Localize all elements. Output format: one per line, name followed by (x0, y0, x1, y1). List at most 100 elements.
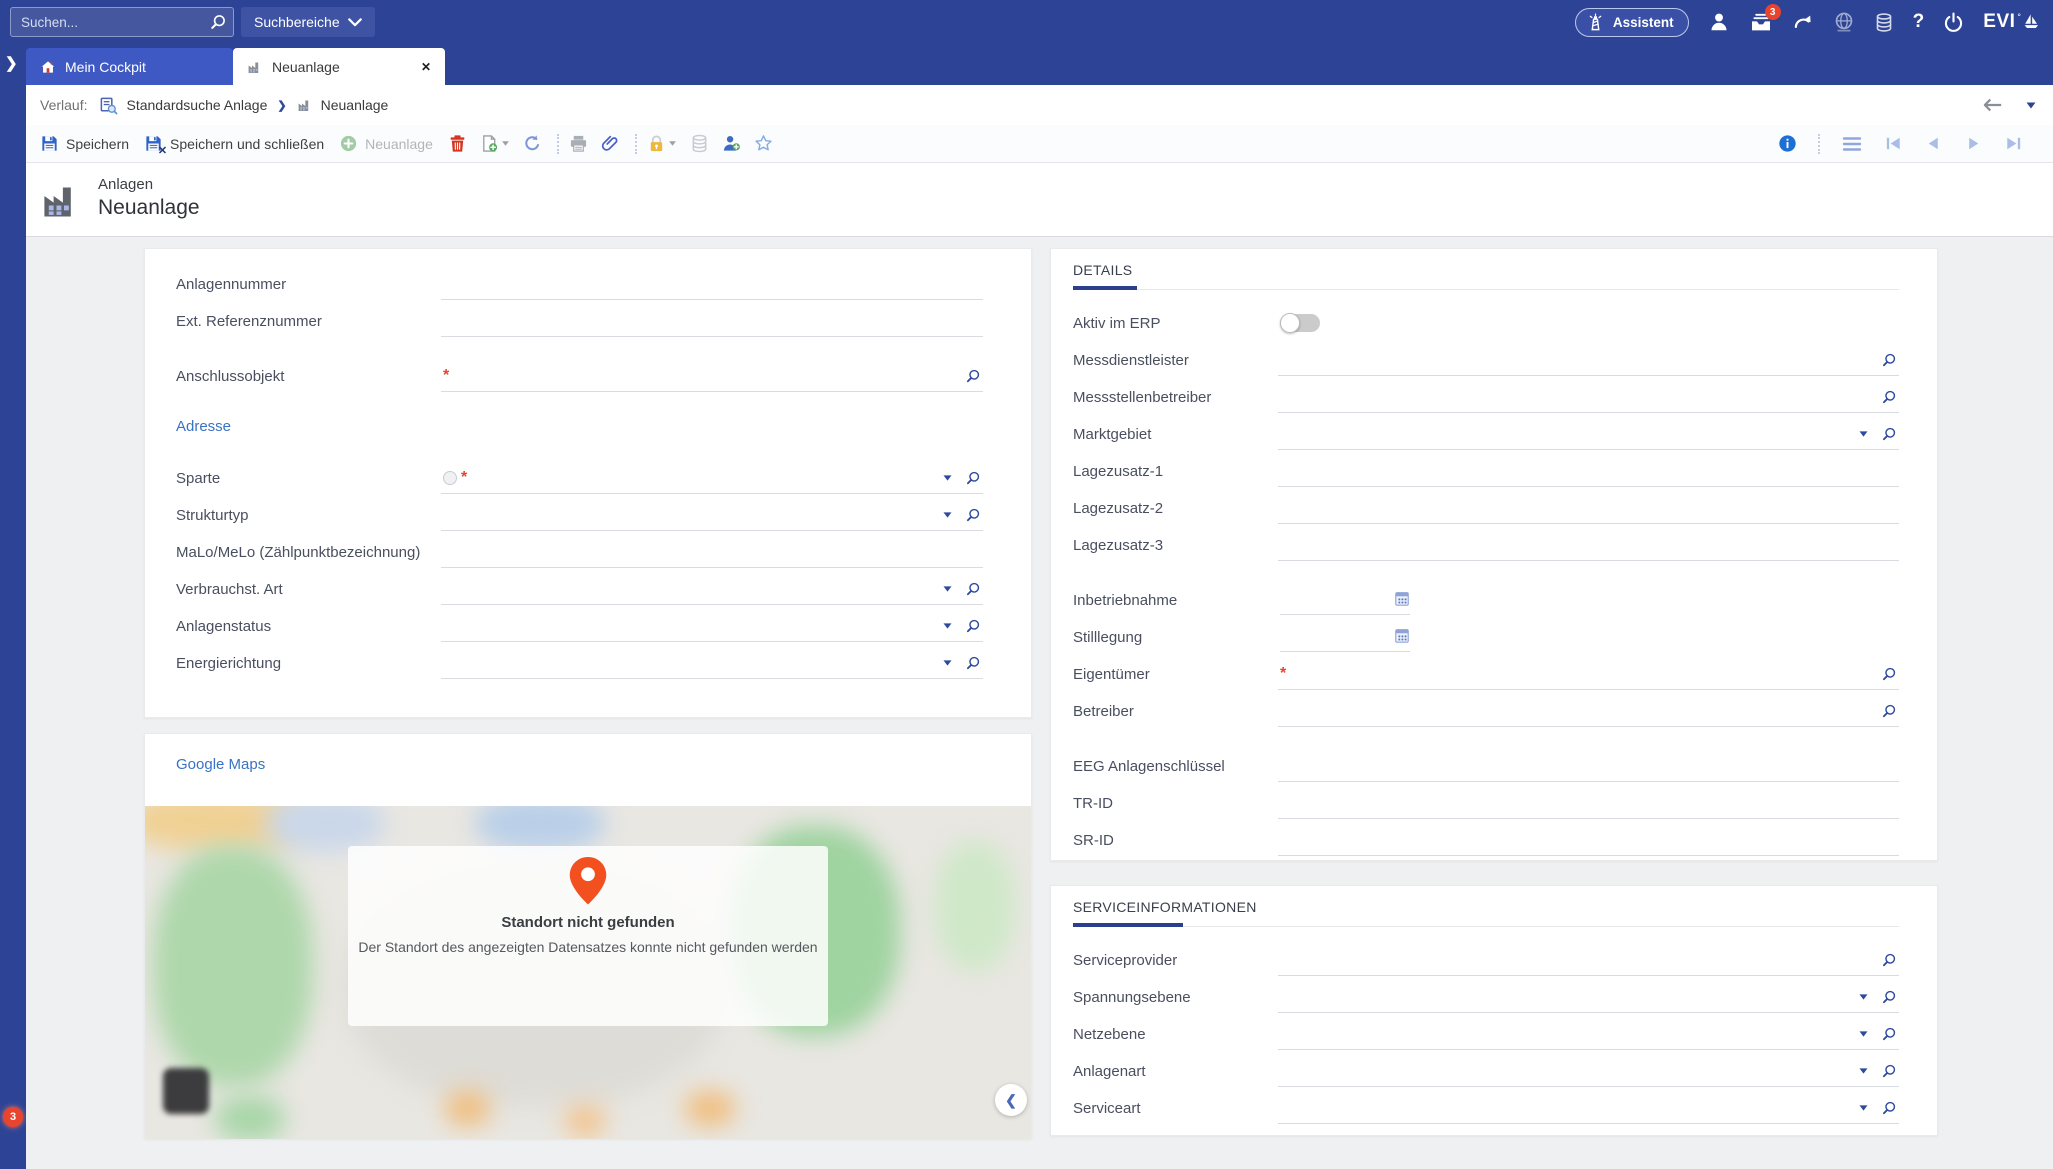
info-button[interactable] (1778, 134, 1797, 153)
lookup-icon[interactable] (965, 470, 981, 486)
tab-neuanlage[interactable]: Neuanlage ✕ (233, 48, 445, 85)
attachment-button[interactable] (601, 134, 620, 153)
favorite-button[interactable] (754, 134, 773, 153)
breadcrumb-item-current[interactable]: Neuanlage (297, 97, 388, 113)
search-areas-button[interactable]: Suchbereiche (241, 7, 375, 37)
eigentuemer-input[interactable]: * (1278, 660, 1899, 690)
print-button[interactable] (569, 134, 588, 153)
anlagenart-input[interactable] (1278, 1057, 1899, 1087)
copy-record-button[interactable] (480, 134, 510, 153)
first-record-button[interactable] (1884, 134, 1903, 153)
lookup-icon[interactable] (1881, 666, 1897, 682)
lookup-icon[interactable] (1881, 1026, 1897, 1042)
assistant-button[interactable]: Assistent (1574, 7, 1689, 37)
anlagennummer-input[interactable] (441, 270, 983, 300)
verbrauchst-art-input[interactable] (441, 575, 983, 605)
lookup-icon[interactable] (1881, 426, 1897, 442)
previous-record-button[interactable] (1924, 134, 1943, 153)
lookup-icon[interactable] (1881, 1100, 1897, 1116)
chevron-down-icon[interactable] (1858, 993, 1869, 1001)
inbox-button[interactable]: 3 (1749, 4, 1781, 34)
chevron-down-icon[interactable] (1858, 1030, 1869, 1038)
map-expander-button[interactable]: ❮ (995, 1084, 1027, 1116)
last-record-button[interactable] (2004, 134, 2023, 153)
anschlussobjekt-input[interactable]: * (441, 362, 983, 392)
next-record-button[interactable] (1964, 134, 1983, 153)
new-record-button[interactable]: Neuanlage (339, 134, 433, 153)
logout-button[interactable] (1943, 12, 1964, 33)
chevron-down-icon[interactable] (942, 622, 953, 630)
calendar-icon[interactable] (1394, 590, 1410, 607)
anlagenstatus-input[interactable] (441, 612, 983, 642)
database-button[interactable] (1874, 12, 1894, 33)
aktiv-im-erp-toggle[interactable] (1280, 313, 1320, 333)
tab-serviceinformationen[interactable]: SERVICEINFORMATIONEN (1073, 899, 1257, 915)
search-input[interactable] (10, 7, 234, 37)
chevron-down-icon[interactable] (942, 474, 953, 482)
messdienstleister-input[interactable] (1278, 346, 1899, 376)
lookup-icon[interactable] (1881, 952, 1897, 968)
lookup-icon[interactable] (1881, 989, 1897, 1005)
lookup-icon[interactable] (1881, 352, 1897, 368)
tab-close-icon[interactable]: ✕ (420, 59, 431, 74)
notification-badge[interactable]: 3 (3, 1107, 23, 1127)
chevron-down-icon[interactable] (1858, 1104, 1869, 1112)
marktgebiet-input[interactable] (1278, 420, 1899, 450)
calendar-icon[interactable] (1394, 627, 1410, 644)
betreiber-input[interactable] (1278, 697, 1899, 727)
lookup-icon[interactable] (1881, 1063, 1897, 1079)
stilllegung-date-input[interactable] (1280, 622, 1410, 652)
map-canvas[interactable]: Standort nicht gefunden Der Standort des… (145, 806, 1031, 1139)
ext-referenznummer-input[interactable] (441, 307, 983, 337)
netzebene-input[interactable] (1278, 1020, 1899, 1050)
tab-mein-cockpit[interactable]: Mein Cockpit (26, 48, 233, 85)
strukturtyp-input[interactable] (441, 501, 983, 531)
delete-button[interactable] (448, 134, 467, 153)
chevron-down-icon[interactable] (942, 511, 953, 519)
lagezusatz-3-input[interactable] (1278, 531, 1899, 561)
serviceart-input[interactable] (1278, 1094, 1899, 1124)
lookup-icon[interactable] (1881, 703, 1897, 719)
lagezusatz-2-input[interactable] (1278, 494, 1899, 524)
menu-button[interactable] (1841, 136, 1863, 152)
save-button[interactable]: Speichern (40, 134, 129, 153)
save-and-close-button[interactable]: ✕ Speichern und schließen (144, 134, 324, 157)
tr-id-input[interactable] (1278, 789, 1899, 819)
lookup-icon[interactable] (965, 618, 981, 634)
adresse-link[interactable]: Adresse (176, 418, 232, 435)
lookup-icon[interactable] (965, 581, 981, 597)
lookup-icon[interactable] (965, 655, 981, 671)
sidebar-expand-chevron[interactable]: ❯ (5, 55, 18, 72)
tab-details[interactable]: DETAILS (1073, 262, 1133, 278)
back-arrow-icon[interactable] (1983, 98, 2003, 112)
inbetriebnahme-date-input[interactable] (1280, 585, 1410, 615)
chevron-down-icon[interactable] (942, 585, 953, 593)
chevron-down-icon[interactable] (942, 659, 953, 667)
lagezusatz-1-input[interactable] (1278, 457, 1899, 487)
chevron-down-icon[interactable] (1858, 430, 1869, 438)
search-icon[interactable] (209, 13, 227, 31)
energierichtung-input[interactable] (441, 649, 983, 679)
user-button[interactable] (1708, 11, 1730, 33)
dataset-button[interactable] (690, 134, 709, 153)
eeg-anlagenschluessel-input[interactable] (1278, 752, 1899, 782)
breadcrumb-item-search[interactable]: Standardsuche Anlage (99, 96, 267, 115)
sparte-input[interactable]: * (441, 464, 983, 494)
globe-button[interactable] (1833, 11, 1855, 33)
malo-melo-input[interactable] (441, 538, 983, 568)
history-dropdown-icon[interactable] (2025, 101, 2037, 110)
messstellenbetreiber-input[interactable] (1278, 383, 1899, 413)
chevron-down-icon[interactable] (1858, 1067, 1869, 1075)
lookup-icon[interactable] (1881, 389, 1897, 405)
collapsed-sidebar[interactable]: 3 (0, 85, 26, 1169)
help-button[interactable]: ? (1912, 11, 1925, 32)
lookup-icon[interactable] (965, 368, 981, 384)
lock-button[interactable] (647, 134, 677, 153)
serviceprovider-input[interactable] (1278, 946, 1899, 976)
redo-button[interactable] (1792, 11, 1814, 33)
lookup-icon[interactable] (965, 507, 981, 523)
google-maps-link[interactable]: Google Maps (176, 756, 266, 773)
refresh-button[interactable] (523, 134, 542, 153)
spannungsebene-input[interactable] (1278, 983, 1899, 1013)
sr-id-input[interactable] (1278, 826, 1899, 856)
